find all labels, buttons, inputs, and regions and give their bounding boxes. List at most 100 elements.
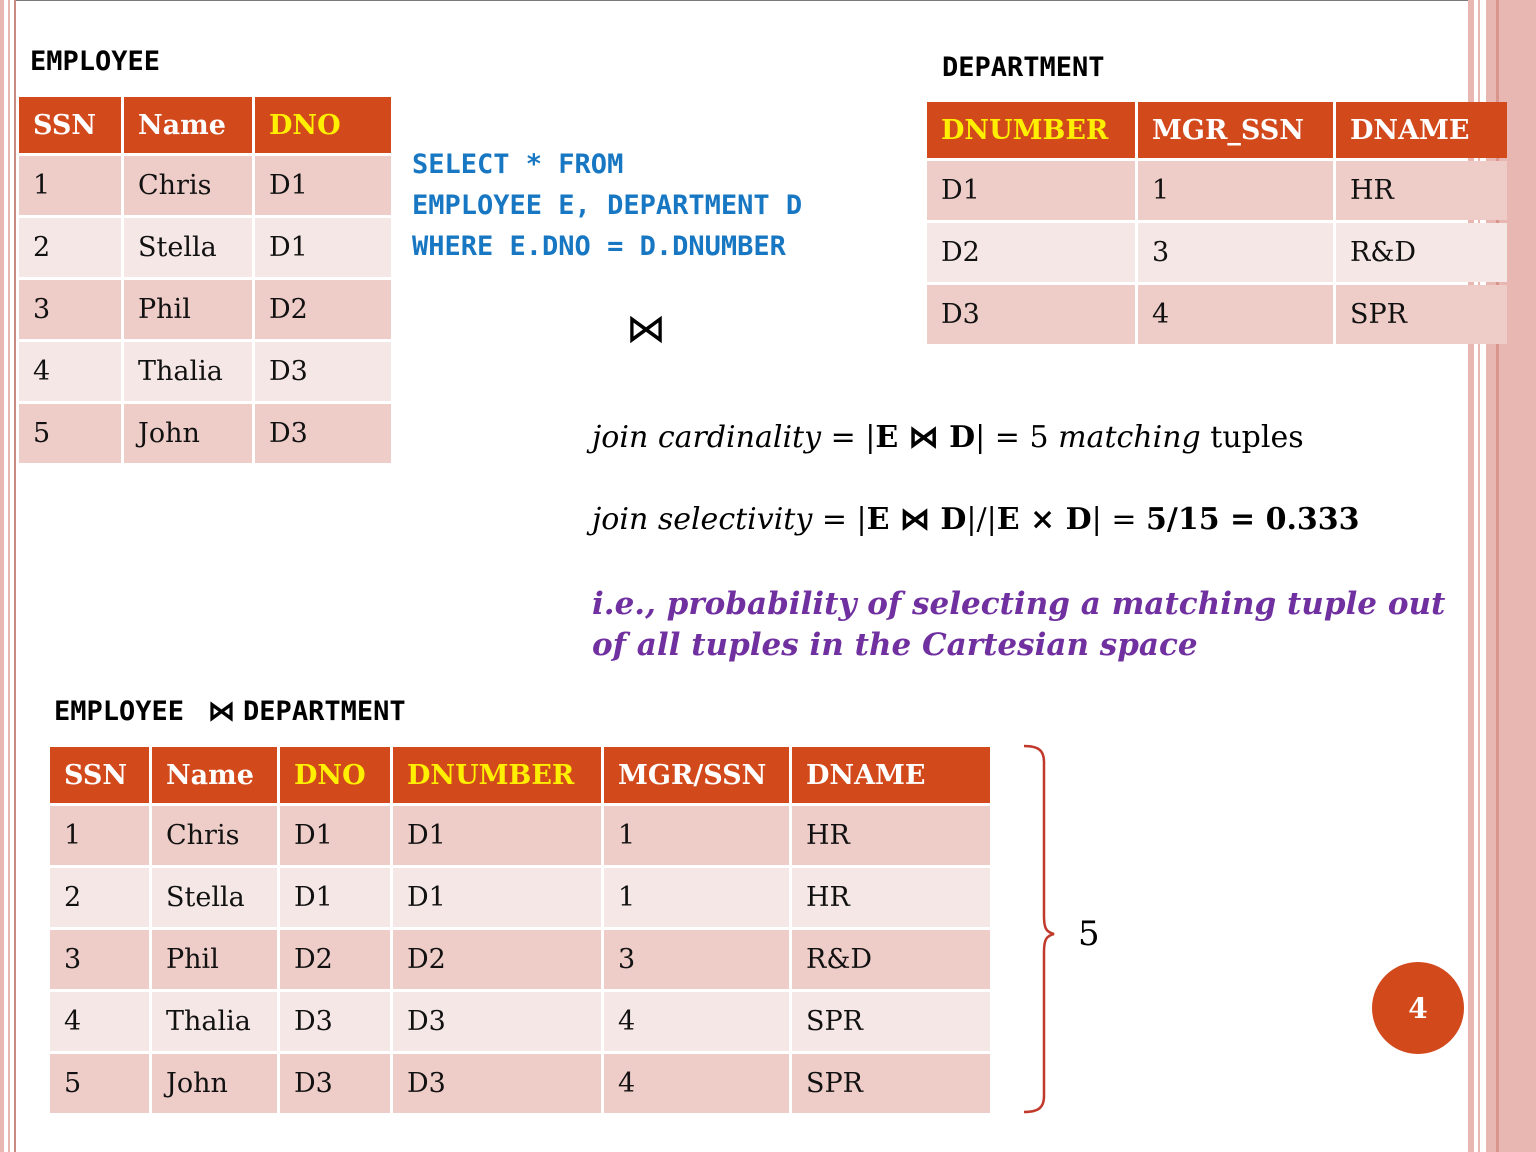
formula-text: | = [1091,502,1146,537]
column-header: SSN [50,747,149,803]
formula-expression: E × D [996,502,1092,537]
column-header: Name [124,97,252,153]
table-header-row: SSN Name DNO [19,97,391,153]
table-cell: 4 [1138,285,1333,344]
frame-left-stripe [14,0,16,1152]
formula-expression: E ⋈ D [866,502,967,537]
table-cell: R&D [792,930,990,989]
table-cell: D1 [280,806,390,865]
table-cell: D3 [255,342,391,401]
curly-brace-icon [1023,744,1055,1114]
frame-right-stripe [1478,0,1480,1152]
table-cell: Phil [152,930,277,989]
table-cell: D3 [280,1054,390,1113]
table-cell: Stella [152,868,277,927]
result-caption-right: DEPARTMENT [243,696,406,727]
column-header: Name [152,747,277,803]
frame-right-stripe [1496,0,1499,1152]
column-header-key: DNO [280,747,390,803]
table-row: 5 John D3 [19,404,391,463]
employee-table: SSN Name DNO 1 Chris D1 2 Stella D1 3 Ph… [16,94,394,466]
table-cell: 5 [50,1054,149,1113]
column-header: DNAME [1336,102,1507,158]
department-caption: DEPARTMENT [942,52,1105,83]
join-cardinality-formula: join cardinality = |E ⋈ D| = 5 matching … [592,420,1304,455]
join-symbol: ⋈ [626,306,666,352]
sql-line: SELECT * FROM [412,149,624,180]
table-cell: D1 [393,868,601,927]
table-row: 1 Chris D1 [19,156,391,215]
table-cell: 5 [19,404,121,463]
note-line: i.e., probability of selecting a matchin… [592,586,1446,622]
table-cell: 1 [19,156,121,215]
table-cell: D1 [255,218,391,277]
table-cell: 1 [604,868,789,927]
table-row: 2 Stella D1 D1 1 HR [50,868,990,927]
table-cell: 1 [604,806,789,865]
table-cell: HR [792,806,990,865]
column-header: MGR/SSN [604,747,789,803]
table-cell: Phil [124,280,252,339]
table-cell: John [124,404,252,463]
table-cell: D3 [255,404,391,463]
table-cell: 3 [50,930,149,989]
table-cell: D1 [280,868,390,927]
formula-text: | = 5 [975,420,1059,455]
table-row: D3 4 SPR [927,285,1507,344]
sql-line: EMPLOYEE E, DEPARTMENT D [412,190,803,221]
table-row: 4 Thalia D3 [19,342,391,401]
sql-query: SELECT * FROM EMPLOYEE E, DEPARTMENT D WHE… [412,144,802,267]
table-cell: D3 [280,992,390,1051]
table-cell: 3 [19,280,121,339]
note-line: of all tuples in the Cartesian space [592,627,1198,663]
table-cell: 3 [604,930,789,989]
table-cell: 4 [19,342,121,401]
formula-text: tuples [1200,420,1304,455]
table-cell: 1 [1138,161,1333,220]
table-cell: Chris [124,156,252,215]
column-header: DNAME [792,747,990,803]
table-row: 3 Phil D2 [19,280,391,339]
join-selectivity-formula: join selectivity = |E ⋈ D|/|E × D| = 5/1… [592,502,1360,537]
table-cell: Chris [152,806,277,865]
formula-italic-word: matching [1058,420,1201,455]
result-caption-left: EMPLOYEE [54,696,185,727]
formula-text: = | [821,420,876,455]
column-header-key: DNUMBER [393,747,601,803]
table-row: 1 Chris D1 D1 1 HR [50,806,990,865]
table-row: 2 Stella D1 [19,218,391,277]
table-cell: Stella [124,218,252,277]
table-row: 3 Phil D2 D2 3 R&D [50,930,990,989]
frame-right-stripe [1468,0,1474,1152]
table-cell: D2 [393,930,601,989]
table-cell: Thalia [152,992,277,1051]
table-cell: 4 [604,992,789,1051]
table-cell: D1 [393,806,601,865]
table-cell: 4 [50,992,149,1051]
table-cell: D3 [393,992,601,1051]
table-cell: 4 [604,1054,789,1113]
formula-text: |/| [966,502,997,537]
table-cell: HR [1336,161,1507,220]
table-cell: Thalia [124,342,252,401]
formula-text: = | [812,502,867,537]
join-symbol-small: ⋈ [208,696,236,727]
employee-caption: EMPLOYEE [30,46,161,77]
table-cell: D2 [280,930,390,989]
table-cell: SPR [792,1054,990,1113]
column-header: SSN [19,97,121,153]
table-cell: D3 [393,1054,601,1113]
frame-top-line [14,0,1470,1]
table-cell: HR [792,868,990,927]
department-table: DNUMBER MGR_SSN DNAME D1 1 HR D2 3 R&D D… [924,99,1510,347]
table-cell: 1 [50,806,149,865]
table-header-row: DNUMBER MGR_SSN DNAME [927,102,1507,158]
table-row: 5 John D3 D3 4 SPR [50,1054,990,1113]
result-caption: EMPLOYEE ⋈ DEPARTMENT [54,696,406,727]
probability-note: i.e., probability of selecting a matchin… [592,584,1462,666]
join-result-table: SSN Name DNO DNUMBER MGR/SSN DNAME 1 Chr… [47,744,993,1116]
column-header: MGR_SSN [1138,102,1333,158]
column-header-key: DNO [255,97,391,153]
formula-result: 5/15 = 0.333 [1146,502,1360,537]
table-cell: SPR [792,992,990,1051]
